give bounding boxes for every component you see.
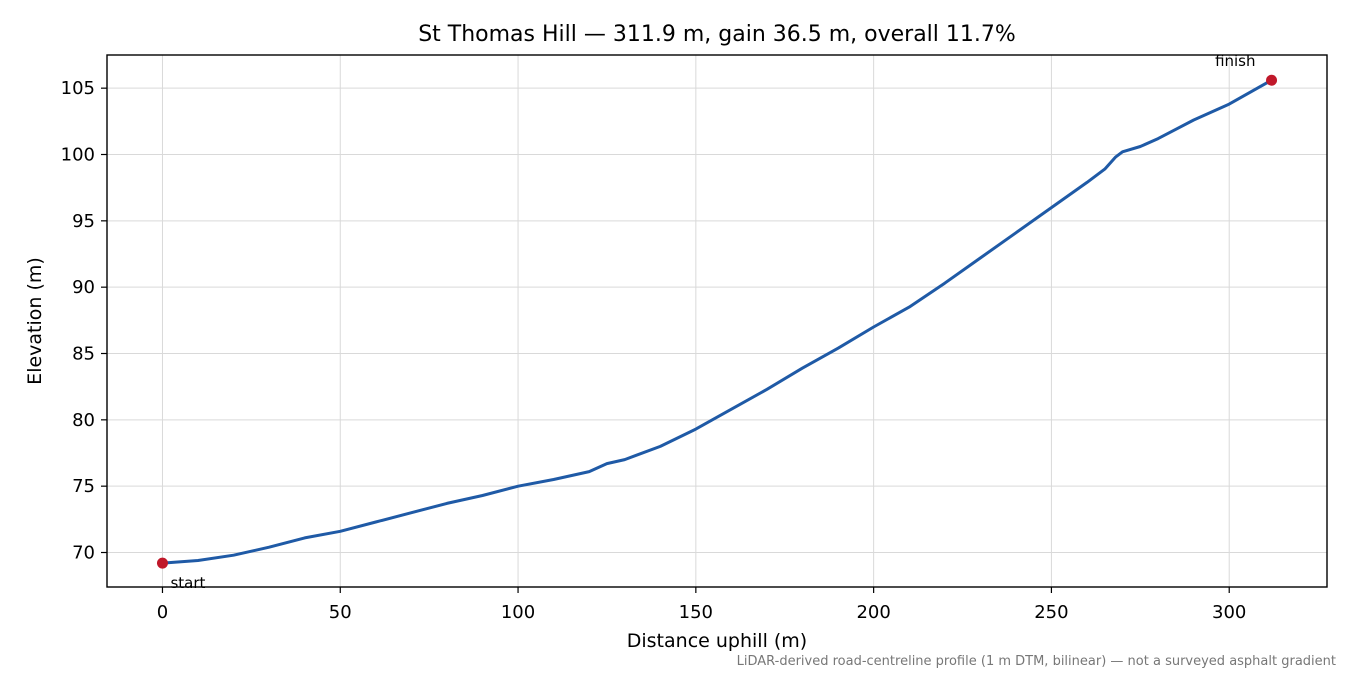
plot-frame [106, 54, 1328, 588]
y-tick-label: 70 [72, 543, 95, 564]
x-tick-label: 200 [856, 602, 890, 623]
y-tick-label: 105 [61, 78, 95, 99]
y-tick-label: 80 [72, 410, 95, 431]
finish-label: finish [1215, 52, 1255, 70]
start-label: start [170, 574, 205, 592]
y-tick-label: 75 [72, 476, 95, 497]
x-tick-label: 150 [679, 602, 713, 623]
start-marker [156, 557, 168, 569]
y-tick-label: 100 [61, 145, 95, 166]
x-tick-label: 250 [1034, 602, 1068, 623]
x-tick-label: 0 [157, 602, 168, 623]
elevation-line [161, 78, 1273, 565]
y-tick-label: 85 [72, 344, 95, 365]
footnote: LiDAR-derived road-centreline profile (1… [737, 654, 1336, 669]
x-axis-label: Distance uphill (m) [627, 630, 807, 652]
series-layer [161, 78, 1273, 565]
y-axis-label: Elevation (m) [24, 257, 46, 385]
y-tick-label: 95 [72, 211, 95, 232]
marker-layer: start finish [156, 52, 1278, 592]
x-tick-label: 300 [1212, 602, 1246, 623]
x-tick-label: 100 [501, 602, 535, 623]
x-tick-label: 50 [329, 602, 352, 623]
finish-marker [1266, 74, 1278, 86]
axis-ticks: 0 50 100 150 200 250 300 70 75 80 85 90 95 100 105 [61, 78, 1247, 623]
y-tick-label: 90 [72, 277, 95, 298]
grid-lines [107, 55, 1327, 587]
chart-title: St Thomas Hill — 311.9 m, gain 36.5 m, o… [418, 22, 1016, 47]
